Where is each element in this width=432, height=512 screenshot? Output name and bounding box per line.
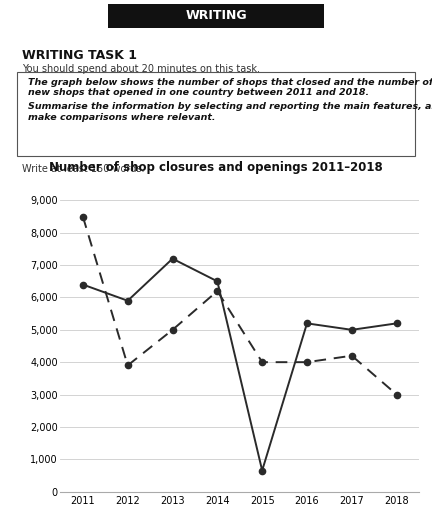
Text: new shops that opened in one country between 2011 and 2018.: new shops that opened in one country bet… xyxy=(28,88,369,97)
Text: WRITING: WRITING xyxy=(185,9,247,23)
Text: WRITING TASK 1: WRITING TASK 1 xyxy=(22,49,137,61)
Text: You should spend about 20 minutes on this task.: You should spend about 20 minutes on thi… xyxy=(22,64,260,74)
Text: Write at least 150 words.: Write at least 150 words. xyxy=(22,164,144,174)
Text: make comparisons where relevant.: make comparisons where relevant. xyxy=(28,113,216,122)
Legend: Closures, Openings: Closures, Openings xyxy=(148,122,332,140)
Text: Summarise the information by selecting and reporting the main features, and: Summarise the information by selecting a… xyxy=(28,102,432,112)
Text: Number of shop closures and openings 2011–2018: Number of shop closures and openings 201… xyxy=(49,161,383,174)
Text: The graph below shows the number of shops that closed and the number of: The graph below shows the number of shop… xyxy=(28,78,432,87)
